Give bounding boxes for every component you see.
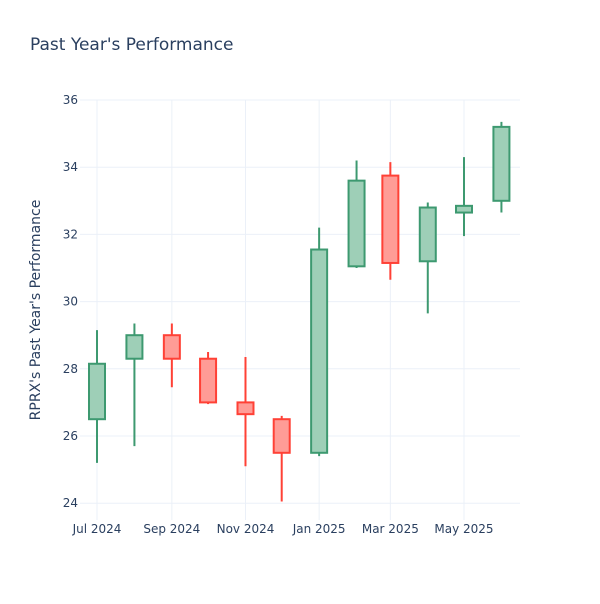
- candle-body: [272, 418, 291, 454]
- candle-body: [310, 248, 329, 454]
- candle-up: [418, 202, 437, 314]
- x-tick-label: May 2025: [434, 522, 493, 536]
- candle-body: [347, 179, 366, 268]
- candle-up: [125, 323, 144, 447]
- y-tick-label: 24: [63, 496, 78, 510]
- candle-body: [199, 357, 218, 404]
- y-tick-label: 36: [63, 93, 78, 107]
- candle-down: [199, 352, 218, 405]
- candle-body: [125, 334, 144, 360]
- candle-down: [162, 323, 181, 388]
- candle-up: [455, 157, 473, 237]
- y-tick-label: 34: [63, 160, 78, 174]
- candle-body: [88, 362, 106, 421]
- x-tick-label: Nov 2024: [217, 522, 275, 536]
- candle-down: [381, 162, 400, 280]
- x-tick-label: Sep 2024: [143, 522, 200, 536]
- candle-body: [162, 334, 181, 360]
- candle-body: [381, 174, 400, 264]
- candle-up: [347, 160, 366, 268]
- candle-up: [88, 330, 106, 463]
- candle-up: [310, 227, 329, 457]
- y-tick-label: 26: [63, 429, 78, 443]
- chart-title: Past Year's Performance: [30, 35, 234, 55]
- candle-body: [236, 401, 255, 416]
- y-tick-label: 28: [63, 362, 78, 376]
- x-tick-label: Jul 2024: [72, 522, 122, 536]
- x-tick-label: Jan 2025: [292, 522, 346, 536]
- candle-body: [418, 206, 437, 263]
- y-tick-label: 30: [63, 295, 78, 309]
- y-axis-ticks: 24 26 28 30 32 34 36: [63, 93, 78, 510]
- candle-up: [492, 121, 511, 213]
- candle-body: [492, 125, 511, 202]
- y-axis-label: RPRX's Past Year's Performance: [28, 200, 44, 421]
- x-axis-ticks: Jul 2024 Sep 2024 Nov 2024 Jan 2025 Mar 2025…: [72, 522, 494, 536]
- gridlines: [80, 99, 520, 520]
- candle-down: [272, 415, 291, 502]
- y-tick-label: 32: [63, 227, 78, 241]
- candles: [88, 121, 511, 502]
- x-tick-label: Mar 2025: [362, 522, 419, 536]
- candle-down: [236, 357, 255, 467]
- candle-body: [455, 204, 473, 214]
